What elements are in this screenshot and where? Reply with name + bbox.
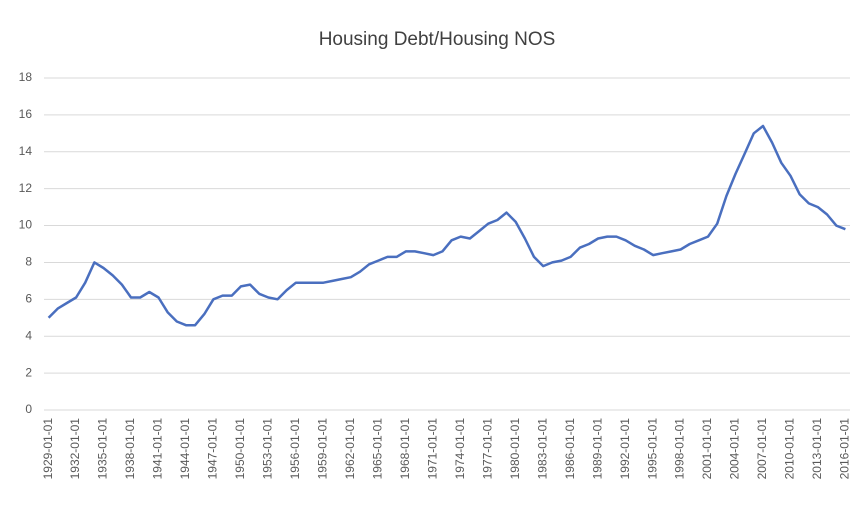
x-tick-label: 1965-01-01: [370, 418, 384, 480]
x-tick-label: 2004-01-01: [728, 418, 742, 480]
x-tick-label: 1929-01-01: [41, 418, 55, 480]
x-tick-label: 2010-01-01: [783, 418, 797, 480]
x-tick-label: 1941-01-01: [151, 418, 165, 480]
y-tick-label: 18: [19, 70, 33, 84]
x-tick-label: 1971-01-01: [425, 418, 439, 480]
chart-title: Housing Debt/Housing NOS: [319, 29, 556, 50]
x-tick-label: 2007-01-01: [755, 418, 769, 480]
x-tick-label: 1968-01-01: [398, 418, 412, 480]
y-tick-label: 14: [19, 144, 33, 158]
y-tick-label: 16: [19, 107, 33, 121]
x-tick-label: 2016-01-01: [838, 418, 852, 480]
y-tick-label: 4: [25, 328, 32, 342]
x-tick-label: 1935-01-01: [96, 418, 110, 480]
y-tick-label: 0: [25, 402, 32, 416]
x-tick-label: 1989-01-01: [590, 418, 604, 480]
data-line: [47, 124, 846, 327]
x-tick-label: 1953-01-01: [261, 418, 275, 480]
x-tick-label: 1983-01-01: [535, 418, 549, 480]
x-tick-label: 1992-01-01: [618, 418, 632, 480]
x-tick-label: 1956-01-01: [288, 418, 302, 480]
x-tick-label: 1980-01-01: [508, 418, 522, 480]
x-tick-label: 1947-01-01: [206, 418, 220, 480]
x-tick-label: 1944-01-01: [178, 418, 192, 480]
y-tick-label: 6: [25, 292, 32, 306]
x-tick-label: 1950-01-01: [233, 418, 247, 480]
x-tick-label: 2013-01-01: [810, 418, 824, 480]
y-tick-label: 8: [25, 255, 32, 269]
x-tick-label: 1986-01-01: [563, 418, 577, 480]
x-tick-label: 1998-01-01: [673, 418, 687, 480]
x-tick-label: 1977-01-01: [480, 418, 494, 480]
x-tick-label: 1974-01-01: [453, 418, 467, 480]
x-tick-label: 1959-01-01: [316, 418, 330, 480]
x-tick-label: 2001-01-01: [700, 418, 714, 480]
y-tick-label: 10: [19, 218, 33, 232]
x-tick-label: 1995-01-01: [645, 418, 659, 480]
x-tick-label: 1932-01-01: [68, 418, 82, 480]
y-tick-label: 2: [25, 365, 32, 379]
y-tick-label: 12: [19, 181, 33, 195]
x-tick-label: 1962-01-01: [343, 418, 357, 480]
x-tick-label: 1938-01-01: [123, 418, 137, 480]
